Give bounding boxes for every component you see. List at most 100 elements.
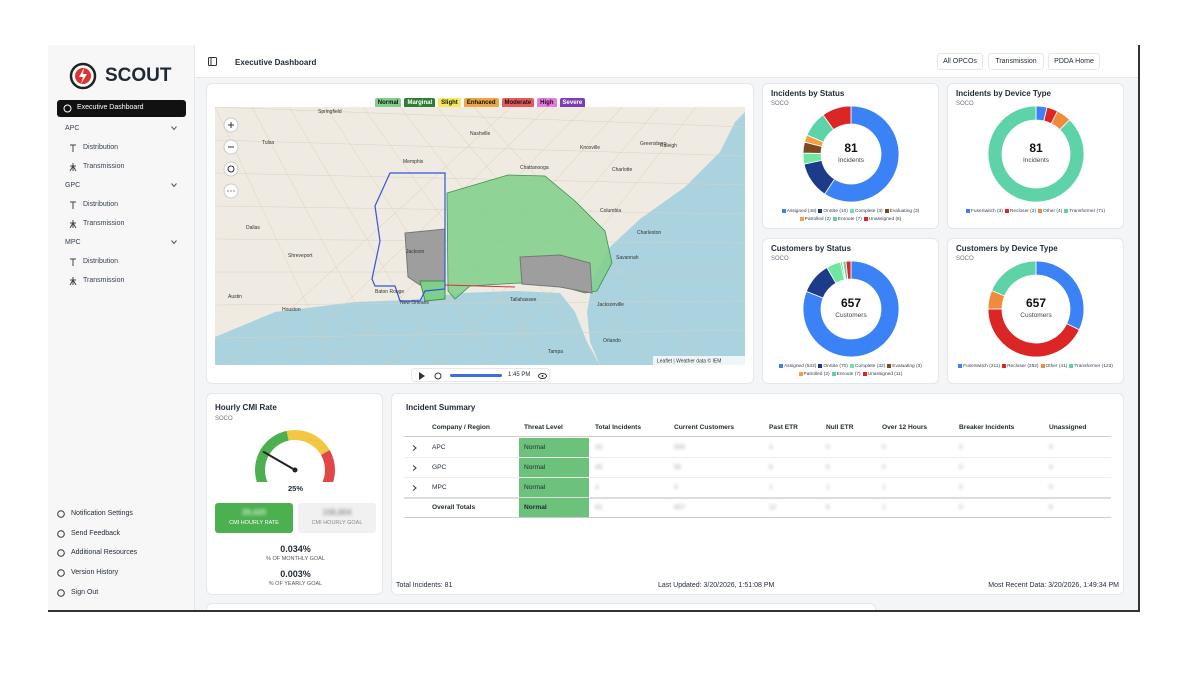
table-cell: 1 — [882, 504, 886, 511]
legend-label: Transformer (71) — [1069, 209, 1106, 214]
table-cell: 0 — [882, 444, 886, 451]
footer-text: Most Recent Data: 3/20/2026, 1:49:34 PM — [988, 582, 1119, 589]
gulf — [215, 291, 600, 365]
center-value: 81 — [844, 141, 858, 155]
legend-label: Complete (3) — [854, 209, 883, 214]
footer-link[interactable]: Additional Resources — [71, 549, 138, 557]
table-cell: 45 — [595, 464, 603, 471]
table-cell: 0 — [959, 504, 963, 511]
donut: 81 Incidents — [802, 105, 900, 203]
column-header: Unassigned — [1049, 424, 1087, 431]
table-cell: 1 — [769, 484, 773, 491]
attribution-bg — [653, 356, 745, 365]
mpc-outline — [371, 172, 446, 302]
city-label: Columbia — [600, 208, 621, 214]
column-header: Current Customers — [674, 424, 735, 431]
gauge-needle — [262, 451, 296, 471]
legend-swatch — [884, 208, 889, 213]
link-icon — [57, 529, 65, 538]
footer-link[interactable]: Notification Settings — [71, 510, 133, 517]
table-cell: 0 — [959, 444, 963, 451]
nav-item[interactable]: Transmission — [83, 277, 125, 284]
donut: 657 Customers — [987, 260, 1085, 358]
donut-segment — [987, 105, 1085, 203]
incident-summary-card: Incident Summary Company / Region Threat L… — [391, 393, 1124, 595]
city-label: Nashville — [470, 131, 491, 137]
panel-icon[interactable] — [208, 57, 217, 66]
table-cell: 0 — [959, 464, 963, 471]
footer-link[interactable]: Version History — [71, 569, 119, 577]
header-button[interactable]: All OPCOs — [937, 53, 983, 70]
icon-circle — [57, 529, 65, 538]
table-cell: 599 — [674, 444, 686, 451]
legend-item: Transformer (71) — [1064, 208, 1106, 214]
legend-swatch — [862, 371, 867, 376]
table-cell: 4 — [1049, 464, 1053, 471]
legend-item: Patrolled (2) — [798, 371, 830, 377]
nav-item[interactable]: Distribution — [83, 258, 119, 265]
control-glyph — [227, 165, 235, 173]
donut-legend: FuseSwitch (3) Recloser (3) Other (4) Trans… — [952, 208, 1119, 216]
footer-link[interactable]: Send Feedback — [71, 529, 121, 537]
playback-bar: 1:45 PM — [411, 368, 550, 382]
icon-circle — [57, 569, 65, 577]
table-cell: Normal — [524, 504, 547, 511]
legend-item: Complete (3) — [849, 208, 883, 214]
nav-item[interactable]: Transmission — [83, 220, 125, 227]
legend-label: Patrolled (2) — [804, 217, 831, 222]
row-label: APC — [432, 444, 446, 451]
nav-active[interactable]: Executive Dashboard — [57, 100, 186, 117]
nav-item[interactable]: Transmission — [83, 163, 125, 170]
footer-link[interactable]: Sign Out — [71, 588, 99, 596]
app-window: SCOUT Executive Dashboard APC Distributio… — [48, 45, 1140, 612]
sidebar: SCOUT Executive Dashboard APC Distributio… — [48, 45, 195, 610]
legend-item: Assigned (48) — [781, 208, 816, 214]
next-card — [206, 603, 876, 610]
road — [228, 107, 512, 365]
icon-path — [69, 220, 77, 228]
legend-label: FuseSwitch (211) — [963, 364, 1001, 369]
card-subtitle: SOCO — [771, 101, 789, 107]
map[interactable]: Springfield Nashville Knoxville Tulsa Memphi… — [215, 107, 745, 365]
row-expander[interactable] — [412, 445, 417, 451]
cmi-card: Hourly CMI Rate SOCO 25% 39,420 CMI HOURLY R… — [206, 393, 383, 595]
nav-item[interactable]: Distribution — [83, 201, 119, 208]
eye-icon[interactable] — [538, 372, 547, 380]
legend-item: OnSite (10) — [818, 208, 848, 214]
city-label: Chattanooga — [520, 165, 549, 171]
time-slider[interactable] — [450, 374, 502, 377]
header-button[interactable]: PDDA Home — [1048, 53, 1100, 70]
no-data-area — [519, 254, 593, 294]
legend-swatch — [863, 216, 868, 221]
goal-label: % OF MONTHLY GOAL — [266, 556, 325, 562]
donut-segment — [824, 105, 900, 203]
item-icon — [70, 144, 76, 152]
row-expander[interactable] — [412, 465, 417, 471]
legend-item: Complete (32) — [849, 363, 885, 369]
map-control[interactable] — [223, 161, 239, 177]
footer-text: Total Incidents: 81 — [396, 582, 453, 589]
ocean — [587, 107, 745, 365]
column-header: Past ETR — [769, 424, 798, 431]
table-cell: 33 — [595, 444, 603, 451]
nav-item[interactable]: Distribution — [83, 144, 119, 151]
city-label: Tampa — [548, 349, 563, 355]
gauge-band — [286, 430, 330, 455]
center-value: 81 — [1029, 141, 1043, 155]
play-controls[interactable] — [418, 372, 448, 380]
legend-item: Other (4) — [1038, 208, 1062, 214]
header-rule — [404, 436, 1111, 437]
chevron-path — [412, 465, 417, 471]
legend-label: Enroute (7) — [836, 372, 861, 377]
threat-cell-bg — [519, 438, 589, 457]
goal-value: 0.034% — [280, 544, 311, 554]
row-expander[interactable] — [412, 485, 417, 491]
legend-swatch — [818, 208, 823, 213]
header-button[interactable]: Transmission — [988, 53, 1044, 70]
legend-item: Enroute (7) — [832, 216, 862, 222]
legend-label: Patrolled (2) — [803, 372, 830, 377]
legend-pill: Slight — [438, 98, 461, 108]
header: Executive Dashboard All OPCOs Transmissio… — [195, 45, 1138, 78]
road — [215, 139, 745, 157]
